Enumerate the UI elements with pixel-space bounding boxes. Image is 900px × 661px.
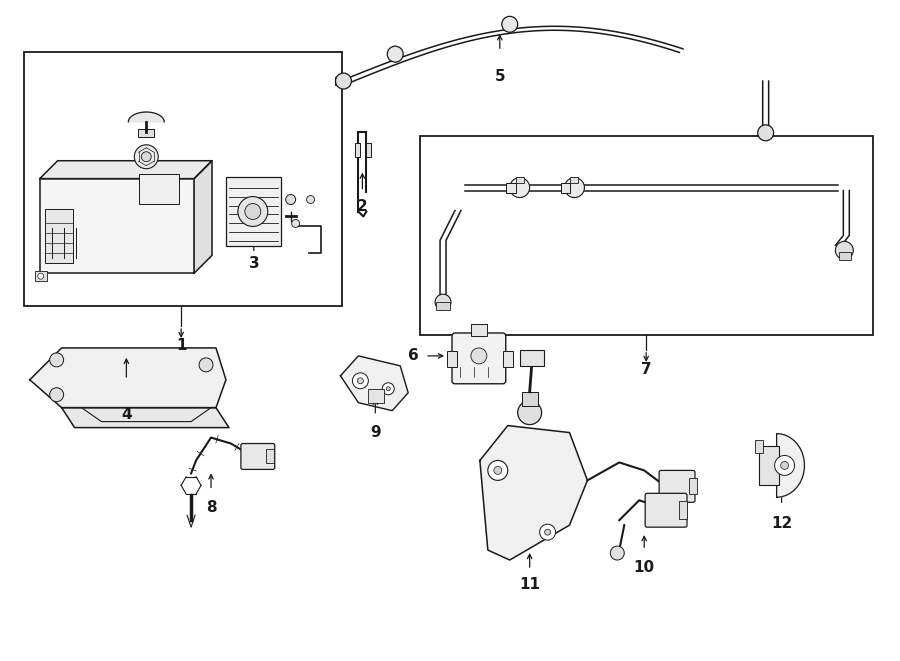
Polygon shape	[40, 161, 212, 178]
Text: 1: 1	[176, 338, 186, 354]
Circle shape	[471, 348, 487, 364]
Bar	[420, 136, 873, 335]
FancyBboxPatch shape	[241, 444, 274, 469]
Bar	[755, 440, 762, 453]
Text: 9: 9	[370, 425, 381, 440]
Circle shape	[386, 387, 391, 391]
Text: 3: 3	[248, 256, 259, 271]
Circle shape	[518, 401, 542, 424]
Bar	[571, 176, 579, 182]
Circle shape	[435, 294, 451, 310]
Circle shape	[245, 204, 261, 219]
Bar	[503, 351, 513, 367]
Circle shape	[38, 273, 44, 279]
Text: 12: 12	[771, 516, 792, 531]
Bar	[23, 52, 343, 306]
Bar	[516, 176, 524, 182]
Text: 7: 7	[641, 362, 652, 377]
Polygon shape	[480, 426, 588, 560]
Circle shape	[540, 524, 555, 540]
Circle shape	[238, 196, 268, 227]
Text: 10: 10	[634, 559, 654, 574]
Text: 5: 5	[494, 69, 505, 83]
Text: 8: 8	[206, 500, 216, 515]
Bar	[447, 351, 457, 367]
Polygon shape	[194, 161, 212, 273]
Circle shape	[509, 178, 530, 198]
Circle shape	[50, 353, 64, 367]
Bar	[226, 176, 281, 247]
Bar	[679, 501, 687, 519]
Bar	[139, 129, 154, 137]
Circle shape	[780, 461, 788, 469]
Circle shape	[382, 383, 394, 395]
Polygon shape	[340, 356, 409, 410]
Text: 4: 4	[122, 407, 131, 422]
Bar	[356, 143, 360, 157]
Bar	[840, 253, 851, 260]
Bar	[471, 324, 487, 336]
Text: 11: 11	[519, 578, 540, 592]
Circle shape	[564, 178, 584, 198]
FancyBboxPatch shape	[452, 333, 506, 384]
Polygon shape	[129, 112, 164, 122]
Bar	[40, 178, 194, 273]
Bar	[561, 182, 571, 192]
Bar	[140, 174, 179, 204]
Circle shape	[610, 546, 625, 560]
Circle shape	[544, 529, 551, 535]
Bar	[689, 479, 697, 494]
Bar	[266, 449, 274, 463]
Circle shape	[775, 455, 795, 475]
Circle shape	[835, 241, 853, 259]
Bar	[522, 392, 537, 406]
Bar	[519, 350, 544, 366]
Circle shape	[494, 467, 502, 475]
Circle shape	[285, 194, 296, 204]
Bar	[506, 182, 516, 192]
Text: 2: 2	[357, 199, 368, 214]
Bar	[368, 389, 384, 403]
Circle shape	[387, 46, 403, 62]
FancyBboxPatch shape	[645, 493, 687, 527]
Bar	[35, 271, 47, 281]
Bar	[336, 77, 349, 85]
Circle shape	[50, 388, 64, 402]
Bar	[436, 302, 450, 310]
FancyBboxPatch shape	[659, 471, 695, 502]
Polygon shape	[777, 434, 805, 497]
Circle shape	[357, 378, 364, 384]
Polygon shape	[30, 348, 226, 408]
Polygon shape	[61, 408, 229, 428]
Text: 6: 6	[408, 348, 418, 364]
Circle shape	[488, 461, 508, 481]
Circle shape	[502, 17, 518, 32]
Circle shape	[141, 152, 151, 162]
Bar	[366, 143, 372, 157]
Circle shape	[353, 373, 368, 389]
Circle shape	[336, 73, 351, 89]
Circle shape	[307, 196, 315, 204]
Circle shape	[292, 219, 300, 227]
Circle shape	[758, 125, 774, 141]
Circle shape	[134, 145, 158, 169]
Bar	[759, 446, 778, 485]
Bar	[45, 208, 73, 263]
Circle shape	[199, 358, 213, 372]
